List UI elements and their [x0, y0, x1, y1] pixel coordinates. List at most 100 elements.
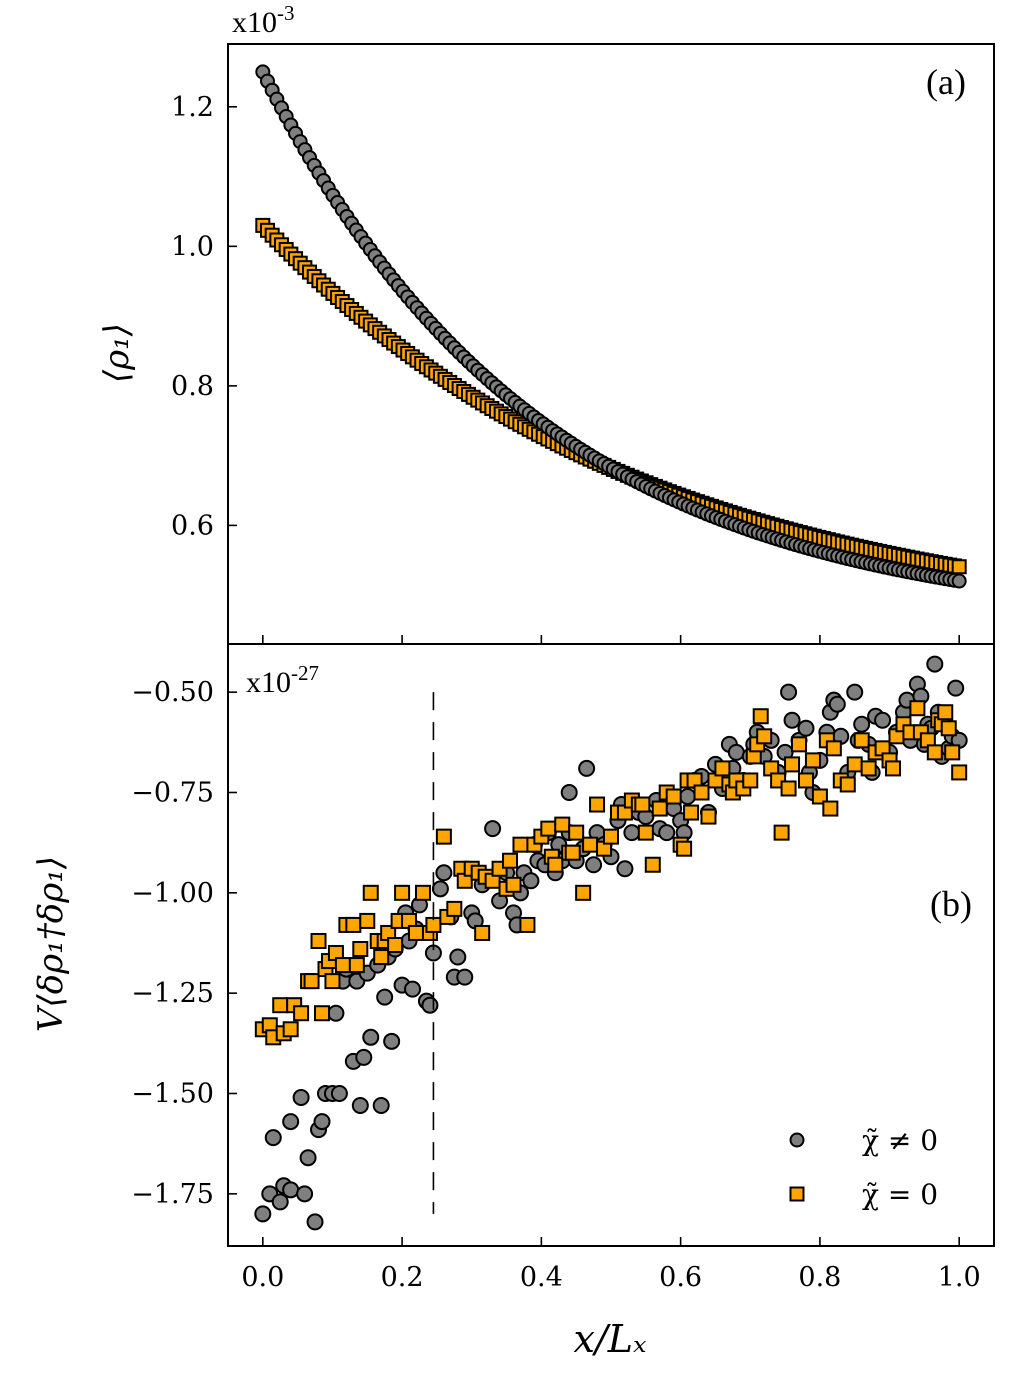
- panel-b-point-square: [474, 924, 491, 941]
- panel-b-point-square: [634, 796, 651, 813]
- panel-b-point-circle: [306, 1213, 324, 1231]
- panel-b-ytick-label: −0.50: [131, 677, 214, 708]
- panel-b-point-square: [683, 804, 700, 821]
- panel-a: 0.6 0.8 1.0 1.2 x10-3 (a) ⟨ρ₁⟩: [97, 1, 995, 645]
- panel-a-tag: (a): [926, 62, 966, 102]
- panel-b-ytick-label: −1.00: [131, 878, 214, 909]
- panel-b-xtick-label: 0.8: [798, 1262, 841, 1293]
- panel-b-point-square: [860, 760, 877, 777]
- panel-b-point-circle: [585, 856, 603, 874]
- panel-b-point-square: [937, 704, 954, 721]
- panel-a-multiplier-base: x10: [232, 6, 277, 39]
- panel-b-multiplier-exp: -27: [291, 661, 319, 685]
- panel-a-ticks: 0.6 0.8 1.0 1.2: [171, 92, 960, 644]
- panel-b-point-circle: [947, 679, 965, 697]
- panel-b-point-square: [303, 973, 320, 990]
- panel-a-data-layer: [255, 64, 967, 589]
- panel-b-point-square: [780, 780, 797, 797]
- panel-b-tag: (b): [930, 884, 972, 924]
- panel-b-point-circle: [299, 1149, 317, 1167]
- panel-b-point-circle: [783, 711, 801, 729]
- panel-b-point-circle: [435, 864, 453, 882]
- panel-b-point-circle: [355, 1048, 373, 1066]
- panel-b-point-square: [909, 700, 926, 717]
- panel-b-point-square: [547, 856, 564, 873]
- panel-b-point-square: [362, 884, 379, 901]
- panel-b-xtick-label: 0.2: [381, 1262, 424, 1293]
- panel-b-point-circle: [383, 1032, 401, 1050]
- panel-b-point-square: [811, 788, 828, 805]
- panel-b-ticks: −0.50 −0.75 −1.00 −1.25 −1.50 −1.75 0.0 0.2 0.4 0…: [131, 677, 980, 1293]
- legend-marker-circle: [789, 1132, 805, 1148]
- panel-b-point-square: [756, 728, 773, 745]
- panel-b-point-square: [505, 876, 522, 893]
- panel-b-point-square: [825, 740, 842, 757]
- panel-b-point-square: [839, 776, 856, 793]
- panel-b-ytick-label: −1.50: [131, 1078, 214, 1109]
- panel-b-xtick-label: 0.4: [520, 1262, 563, 1293]
- panel-b-point-circle: [376, 988, 394, 1006]
- panel-b-point-square: [519, 916, 536, 933]
- panel-a-ylabel: ⟨ρ₁⟩: [97, 323, 137, 383]
- panel-b-point-circle: [327, 1004, 345, 1022]
- panel-b-point-square: [387, 937, 404, 953]
- panel-b-point-square: [940, 720, 957, 737]
- panel-b-point-square: [575, 884, 592, 901]
- panel-b-point-circle: [853, 715, 871, 733]
- panel-b-point-circle: [658, 824, 676, 842]
- panel-b-point-square: [512, 836, 529, 853]
- panel-b-ytick-label: −1.25: [131, 978, 214, 1009]
- panel-b-ylabel: V⟨δρ₁†δρ₁⟩: [31, 856, 71, 1032]
- panel-b-point-circle: [313, 1113, 331, 1131]
- panel-b-ytick-label: −0.75: [131, 777, 214, 808]
- panel-b-point-circle: [484, 820, 502, 838]
- panel-b-point-square: [651, 800, 668, 817]
- legend-label-0: χ̃ ≠ 0: [862, 1124, 938, 1157]
- panel-b-point-circle: [296, 1185, 314, 1203]
- panel-b-point-circle: [449, 948, 467, 966]
- panel-b-point-square: [293, 1005, 310, 1022]
- panel-b-point-square: [797, 772, 814, 789]
- panel-b-point-circle: [522, 872, 540, 890]
- panel-b-point-circle: [560, 783, 578, 801]
- panel-b-point-square: [665, 788, 682, 805]
- panel-b-xtick-label: 1.0: [938, 1262, 981, 1293]
- panel-b-point-circle: [421, 996, 439, 1014]
- panel-b-point-circle: [456, 968, 474, 986]
- panel-b-point-square: [926, 744, 943, 761]
- panel-b-point-square: [394, 884, 411, 901]
- panel-b-point-square: [324, 973, 341, 990]
- panel-b-point-circle: [282, 1113, 300, 1131]
- panel-b-point-square: [272, 997, 289, 1014]
- panel-b-point-square: [502, 852, 519, 869]
- panel-b-point-square: [540, 820, 557, 837]
- panel-b-point-square: [644, 856, 661, 873]
- panel-b-point-circle: [578, 759, 596, 777]
- panel-b-point-square: [408, 924, 425, 941]
- panel-a-multiplier: x10-3: [232, 1, 295, 39]
- panel-b-point-square: [446, 900, 463, 917]
- panel-a-multiplier-exp: -3: [277, 1, 295, 25]
- panel-b-point-square: [554, 816, 571, 833]
- panel-b-ytick-label: −1.75: [131, 1179, 214, 1210]
- panel-b-point-circle: [431, 880, 449, 898]
- panel-b-xtick-label: 0.6: [659, 1262, 702, 1293]
- panel-b-point-square: [352, 941, 369, 958]
- panel-b-point-circle: [330, 1084, 348, 1102]
- panel-b-point-circle: [874, 711, 892, 729]
- panel-b-xlabel: x/Lₓ: [574, 1317, 647, 1361]
- panel-b-point-square: [944, 744, 961, 761]
- panel-b-point-circle: [679, 788, 697, 806]
- panel-b-point-circle: [351, 1097, 369, 1115]
- legend-label-1: χ̃ = 0: [862, 1178, 938, 1211]
- panel-b-point-square: [885, 760, 902, 777]
- panel-b-point-square: [359, 912, 376, 929]
- panel-a-ytick-label: 0.6: [171, 510, 214, 541]
- panel-b-point-circle: [797, 719, 815, 737]
- panel-b-point-circle: [264, 1129, 282, 1147]
- panel-b-point-square: [822, 800, 839, 817]
- panel-b-point-circle: [292, 1089, 310, 1107]
- panel-b-multiplier: x10-27: [246, 661, 319, 699]
- panel-b-point-square: [700, 808, 717, 825]
